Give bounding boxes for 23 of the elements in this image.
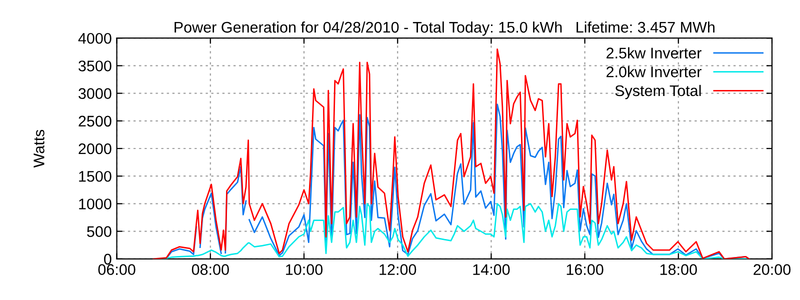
line-series <box>152 48 750 259</box>
x-tick-label: 10:00 <box>286 264 323 275</box>
y-tick-label: 3500 <box>78 60 112 72</box>
y-tick-label: 500 <box>87 226 112 237</box>
x-tick-label: 08:00 <box>192 264 229 275</box>
y-tick-label: 2000 <box>78 143 112 154</box>
x-tick-label: 16:00 <box>566 264 604 275</box>
y-axis-title: Watts <box>34 130 44 168</box>
x-tick-label: 18:00 <box>660 264 697 275</box>
y-tick-label: 4000 <box>78 32 112 44</box>
x-tick-label: 06:00 <box>98 264 136 275</box>
x-tick-label: 20:00 <box>754 264 791 275</box>
legend-label: System Total <box>615 84 701 100</box>
y-tick-label: 3000 <box>78 88 112 99</box>
y-tick-label: 1000 <box>79 198 112 210</box>
y-tick-label: 0 <box>104 254 112 265</box>
x-tick-label: 12:00 <box>380 264 416 275</box>
y-tick-label: 1500 <box>79 170 112 182</box>
y-tick-label: 2500 <box>78 116 112 127</box>
legend-label: 2.5kw Inverter <box>606 47 702 58</box>
legend-label: 2.0kw Inverter <box>606 66 702 78</box>
x-tick-label: 14:00 <box>473 264 510 275</box>
chart-title: Power Generation for 04/28/2010 - Total Today: 15.0 kWh Lifetime: 3.457 MWh <box>174 21 714 36</box>
